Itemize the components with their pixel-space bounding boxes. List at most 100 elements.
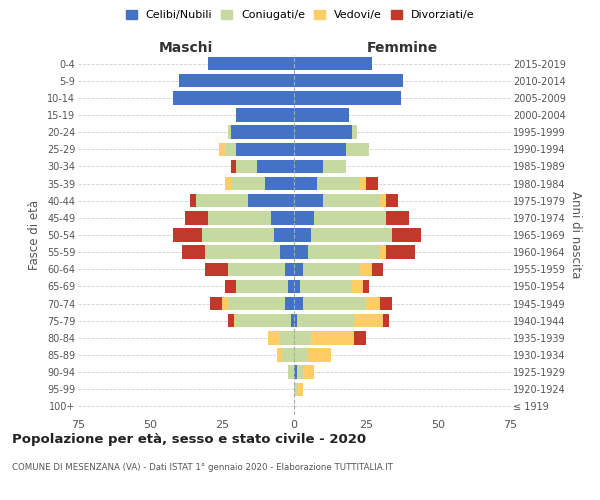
Bar (386, 194, 398, 207)
Bar (286, 262, 294, 276)
Bar (225, 142, 236, 156)
Bar (288, 280, 294, 293)
Bar (230, 160, 236, 173)
Bar (294, 160, 323, 173)
Text: Maschi: Maschi (159, 41, 213, 55)
Bar (294, 382, 297, 396)
Bar (205, 262, 228, 276)
Y-axis label: Fasce di età: Fasce di età (28, 200, 41, 270)
Bar (297, 366, 302, 379)
Bar (230, 126, 294, 139)
Bar (386, 211, 409, 224)
Y-axis label: Anni di nascita: Anni di nascita (569, 192, 583, 278)
Bar (294, 142, 346, 156)
Bar (173, 228, 202, 241)
Bar (173, 91, 294, 104)
Bar (288, 366, 294, 379)
Bar (228, 126, 230, 139)
Bar (283, 348, 294, 362)
Bar (380, 297, 392, 310)
Bar (280, 331, 294, 344)
Bar (294, 366, 297, 379)
Bar (294, 57, 372, 70)
Bar (317, 177, 360, 190)
Bar (294, 314, 297, 328)
Bar (363, 280, 369, 293)
Bar (277, 348, 283, 362)
Bar (294, 194, 323, 207)
Bar (294, 280, 300, 293)
Bar (302, 297, 366, 310)
Bar (219, 142, 225, 156)
Bar (311, 331, 355, 344)
Bar (268, 331, 280, 344)
Text: Femmine: Femmine (367, 41, 437, 55)
Bar (280, 246, 294, 259)
Bar (308, 348, 331, 362)
Bar (294, 228, 311, 241)
Bar (236, 314, 291, 328)
Bar (190, 194, 196, 207)
Bar (352, 280, 363, 293)
Bar (211, 297, 222, 310)
Bar (355, 314, 383, 328)
Bar (294, 126, 352, 139)
Bar (291, 314, 294, 328)
Bar (297, 314, 355, 328)
Bar (225, 280, 236, 293)
Bar (286, 297, 294, 310)
Bar (202, 228, 274, 241)
Bar (392, 228, 421, 241)
Bar (314, 211, 386, 224)
Bar (372, 262, 383, 276)
Bar (383, 314, 389, 328)
Bar (228, 262, 286, 276)
Bar (302, 262, 360, 276)
Bar (208, 57, 294, 70)
Bar (297, 382, 302, 396)
Bar (233, 314, 236, 328)
Bar (294, 91, 401, 104)
Bar (228, 314, 233, 328)
Bar (265, 177, 294, 190)
Bar (294, 331, 311, 344)
Bar (294, 74, 403, 88)
Bar (346, 142, 369, 156)
Bar (182, 246, 205, 259)
Bar (308, 246, 380, 259)
Bar (228, 297, 286, 310)
Bar (236, 142, 294, 156)
Bar (274, 228, 294, 241)
Bar (294, 262, 302, 276)
Bar (380, 194, 386, 207)
Bar (236, 160, 257, 173)
Bar (300, 280, 352, 293)
Bar (386, 246, 415, 259)
Bar (360, 262, 372, 276)
Legend: Celibi/Nubili, Coniugati/e, Vedovi/e, Divorziati/e: Celibi/Nubili, Coniugati/e, Vedovi/e, Di… (121, 6, 479, 25)
Bar (222, 297, 228, 310)
Bar (352, 126, 358, 139)
Bar (366, 297, 380, 310)
Bar (380, 246, 386, 259)
Bar (196, 194, 248, 207)
Bar (366, 177, 377, 190)
Bar (248, 194, 294, 207)
Bar (185, 211, 208, 224)
Bar (294, 108, 349, 122)
Bar (225, 177, 230, 190)
Text: COMUNE DI MESENZANA (VA) - Dati ISTAT 1° gennaio 2020 - Elaborazione TUTTITALIA.: COMUNE DI MESENZANA (VA) - Dati ISTAT 1°… (12, 462, 393, 471)
Bar (294, 348, 308, 362)
Bar (257, 160, 294, 173)
Bar (208, 211, 271, 224)
Bar (294, 211, 314, 224)
Bar (294, 246, 308, 259)
Bar (236, 108, 294, 122)
Bar (205, 246, 280, 259)
Bar (230, 177, 265, 190)
Bar (302, 366, 314, 379)
Text: Popolazione per età, sesso e stato civile - 2020: Popolazione per età, sesso e stato civil… (12, 432, 366, 446)
Bar (294, 177, 317, 190)
Bar (323, 194, 380, 207)
Bar (323, 160, 346, 173)
